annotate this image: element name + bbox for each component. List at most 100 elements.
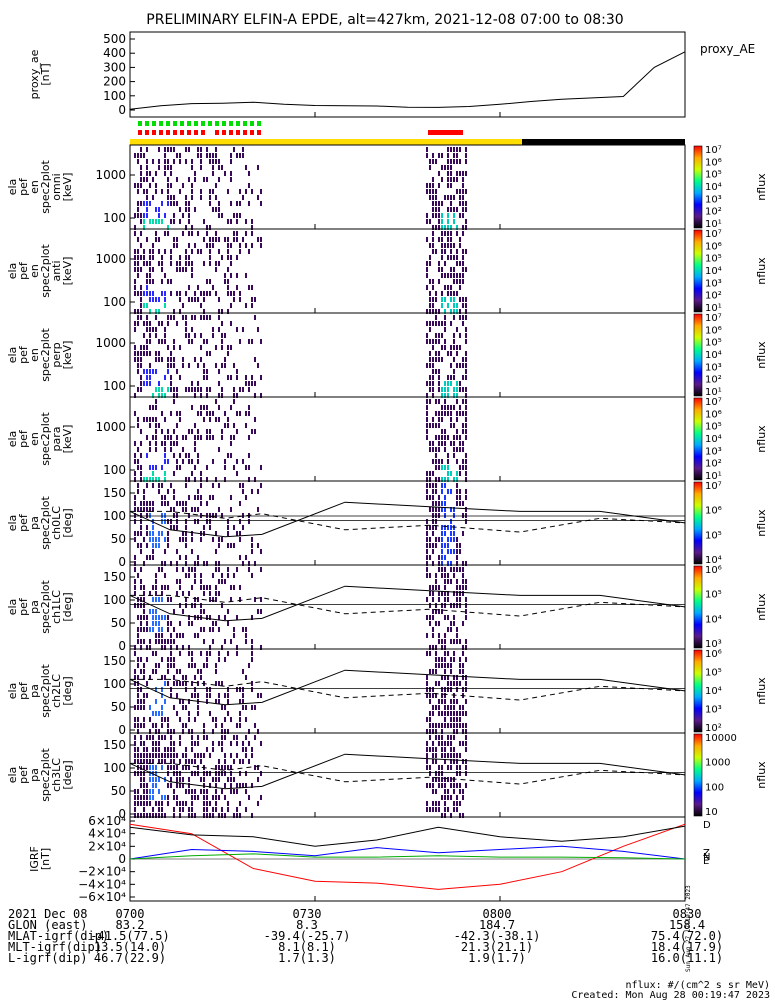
spectrogram-cell	[248, 411, 250, 416]
y-tick-label: 100	[103, 379, 126, 393]
spectrogram-cell	[209, 249, 211, 254]
spectrogram-cell	[152, 417, 154, 422]
spectrogram-cell	[453, 783, 455, 788]
spectrogram-cell	[140, 549, 142, 554]
spectrogram-cell	[462, 261, 464, 266]
spectrogram-cell	[215, 699, 217, 704]
spectrogram-cell	[432, 549, 434, 554]
axis-label-line: ela	[6, 179, 19, 196]
spectrogram-cell	[188, 513, 190, 518]
spectrogram-cell	[462, 669, 464, 674]
spectrogram-cell	[462, 183, 464, 188]
spectrogram-cell	[426, 753, 428, 758]
spectrogram-cell	[185, 687, 187, 692]
spectrogram-cell	[146, 693, 148, 698]
spectrogram-cell	[206, 177, 208, 182]
spectrogram-cell	[173, 753, 175, 758]
spectrogram-cell	[215, 717, 217, 722]
y-tick-label: 500	[103, 32, 126, 46]
spectrogram-cell	[176, 423, 178, 428]
spectrogram-cell	[143, 261, 145, 266]
spectrogram-cell	[197, 669, 199, 674]
spectrogram-cell	[188, 813, 190, 818]
spectrogram-cell	[212, 573, 214, 578]
colorbar-tick-label: 10³	[705, 705, 722, 716]
spectrogram-cell	[447, 687, 449, 692]
spectrogram-cell	[176, 777, 178, 782]
spectrogram-cell	[465, 675, 467, 680]
spectrogram-cell	[212, 189, 214, 194]
spectrogram-cell	[140, 657, 142, 662]
spectrogram-cell	[209, 585, 211, 590]
spectrogram-cell	[164, 537, 166, 542]
spectrogram-cell	[212, 327, 214, 332]
colorbar-tick-label: 10⁷	[705, 229, 722, 240]
spectrogram-cell	[185, 195, 187, 200]
spectrogram-cell	[143, 477, 145, 482]
spectrogram-cell	[248, 795, 250, 800]
spectrogram-cell	[167, 147, 169, 152]
spectrogram-cell	[242, 759, 244, 764]
colorbar-tick-label: 10⁶	[705, 409, 722, 420]
spectrogram-cell	[188, 147, 190, 152]
spectrogram-cell	[209, 813, 211, 818]
spectrogram-cell	[155, 537, 157, 542]
spectrogram-cell	[185, 387, 187, 392]
spectrogram-cell	[435, 369, 437, 374]
spectrogram-cell	[155, 573, 157, 578]
spectrogram-cell	[182, 213, 184, 218]
spectrogram-cell	[200, 147, 202, 152]
spectrogram-cell	[191, 297, 193, 302]
spectrogram-cell	[134, 717, 136, 722]
spectrogram-cell	[137, 603, 139, 608]
spectrogram-cell	[438, 201, 440, 206]
spectrogram-cell	[215, 663, 217, 668]
spectrogram-cell	[450, 753, 452, 758]
spectrogram-cell	[146, 477, 148, 482]
spectrogram-cell	[218, 447, 220, 452]
spectrogram-cell	[224, 171, 226, 176]
spectrogram-cell	[215, 771, 217, 776]
spectrogram-cell	[212, 435, 214, 440]
spectrogram-cell	[239, 243, 241, 248]
spectrogram-cell	[212, 777, 214, 782]
spectrogram-cell	[456, 291, 458, 296]
green-marker	[180, 121, 184, 126]
spectrogram-cell	[149, 759, 151, 764]
axis-label-line: pef	[17, 681, 30, 700]
spectrogram-cell	[239, 189, 241, 194]
spectrogram-cell	[143, 717, 145, 722]
spectrogram-cell	[170, 381, 172, 386]
spectrogram-cell	[215, 801, 217, 806]
spectrogram-cell	[465, 609, 467, 614]
spectrogram-cell	[444, 789, 446, 794]
spectrogram-cell	[203, 585, 205, 590]
spectrogram-cell	[462, 579, 464, 584]
spectrogram-cell	[146, 159, 148, 164]
spectrogram-cell	[248, 465, 250, 470]
spectrogram-cell	[459, 195, 461, 200]
spectrogram-cell	[435, 621, 437, 626]
spectrogram-cell	[188, 285, 190, 290]
spectrogram-cell	[465, 453, 467, 458]
spectrogram-cell	[194, 675, 196, 680]
spectrogram-cell	[191, 267, 193, 272]
spectrogram-cell	[209, 435, 211, 440]
spectrogram-cell	[224, 237, 226, 242]
spectrogram-cell	[236, 201, 238, 206]
spectrogram-cell	[215, 345, 217, 350]
spectrogram-cell	[191, 273, 193, 278]
spectrogram-cell	[432, 531, 434, 536]
spectrogram-cell	[179, 555, 181, 560]
spectrogram-cell	[453, 723, 455, 728]
spectrogram-cell	[155, 651, 157, 656]
spectrogram-cell	[257, 729, 259, 734]
spectrogram-cell	[134, 561, 136, 566]
spectrogram-cell	[447, 225, 449, 230]
spectrogram-cell	[227, 651, 229, 656]
spectrogram-cell	[447, 153, 449, 158]
spectrogram-cell	[456, 675, 458, 680]
spectrogram-cell	[137, 255, 139, 260]
spectrogram-cell	[188, 651, 190, 656]
spectrogram-cell	[215, 159, 217, 164]
